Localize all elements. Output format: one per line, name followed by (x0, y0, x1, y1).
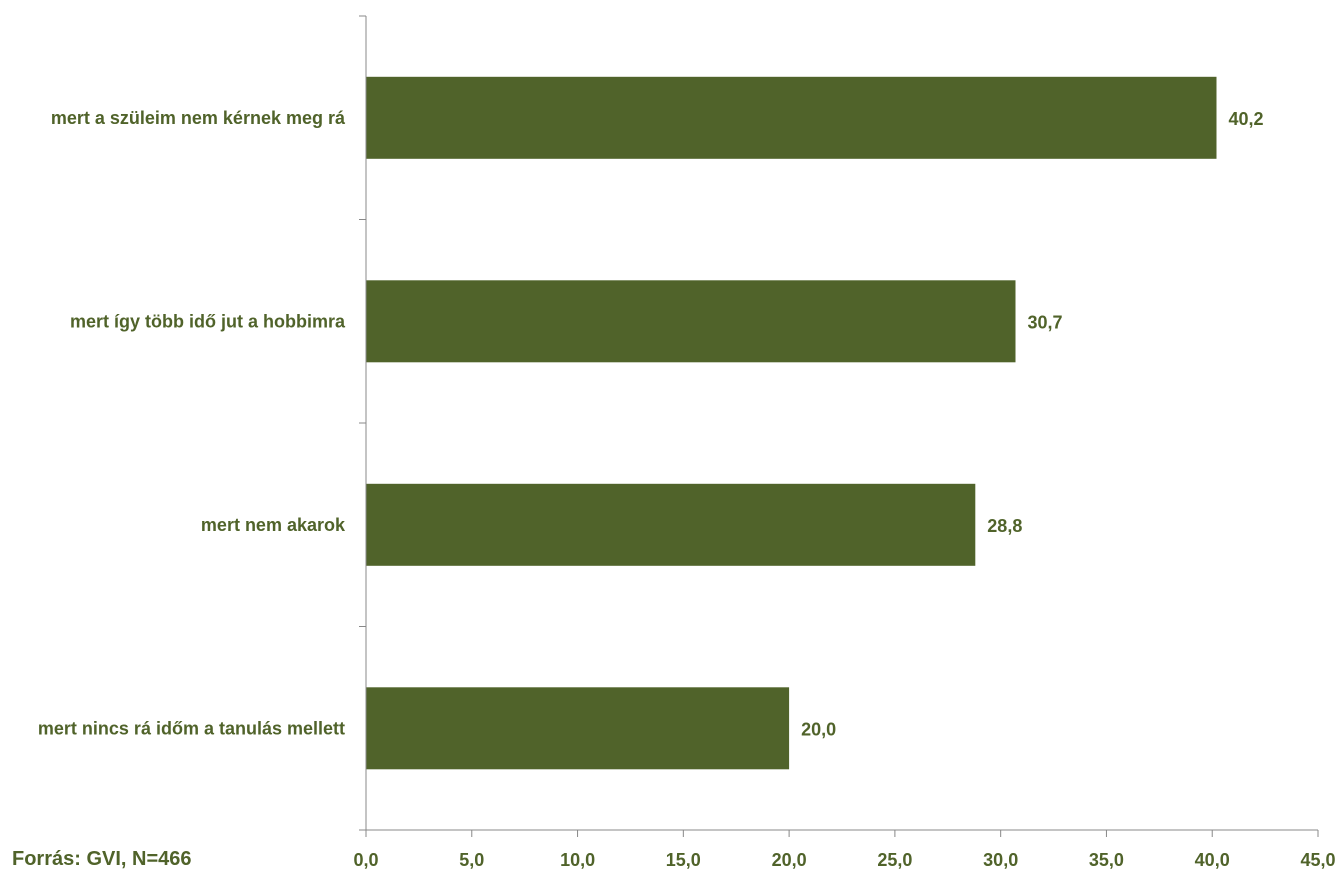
x-tick-label-8: 40,0 (1195, 850, 1230, 870)
category-label-2: mert így több idő jut a hobbimra (70, 311, 346, 331)
source-note: Forrás: GVI, N=466 (12, 848, 192, 870)
category-label-1: mert a szüleim nem kérnek meg rá (51, 108, 346, 128)
axes-layer (359, 15, 1319, 837)
bar-3 (366, 483, 976, 566)
x-tick-label-0: 0,0 (353, 850, 378, 870)
x-tick-label-4: 20,0 (772, 850, 807, 870)
bar-1 (366, 76, 1217, 159)
bar-4 (366, 687, 790, 770)
category-label-3: mert nem akarok (201, 515, 346, 535)
labels-layer: mert a szüleim nem kérnek meg rá 40,2 mert… (38, 108, 1336, 870)
x-tick-label-5: 25,0 (877, 850, 912, 870)
value-label-1: 40,2 (1229, 109, 1264, 129)
x-tick-label-3: 15,0 (666, 850, 701, 870)
x-tick-label-2: 10,0 (560, 850, 595, 870)
bar-2 (366, 280, 1016, 363)
x-tick-label-7: 35,0 (1089, 850, 1124, 870)
value-label-3: 28,8 (987, 516, 1022, 536)
category-label-4: mert nincs rá időm a tanulás mellett (38, 718, 345, 738)
value-label-2: 30,7 (1028, 312, 1063, 332)
x-tick-label-1: 5,0 (459, 850, 484, 870)
x-tick-label-6: 30,0 (983, 850, 1018, 870)
bars-layer (366, 76, 1217, 770)
value-label-4: 20,0 (801, 719, 836, 739)
x-tick-label-9: 45,0 (1300, 850, 1335, 870)
